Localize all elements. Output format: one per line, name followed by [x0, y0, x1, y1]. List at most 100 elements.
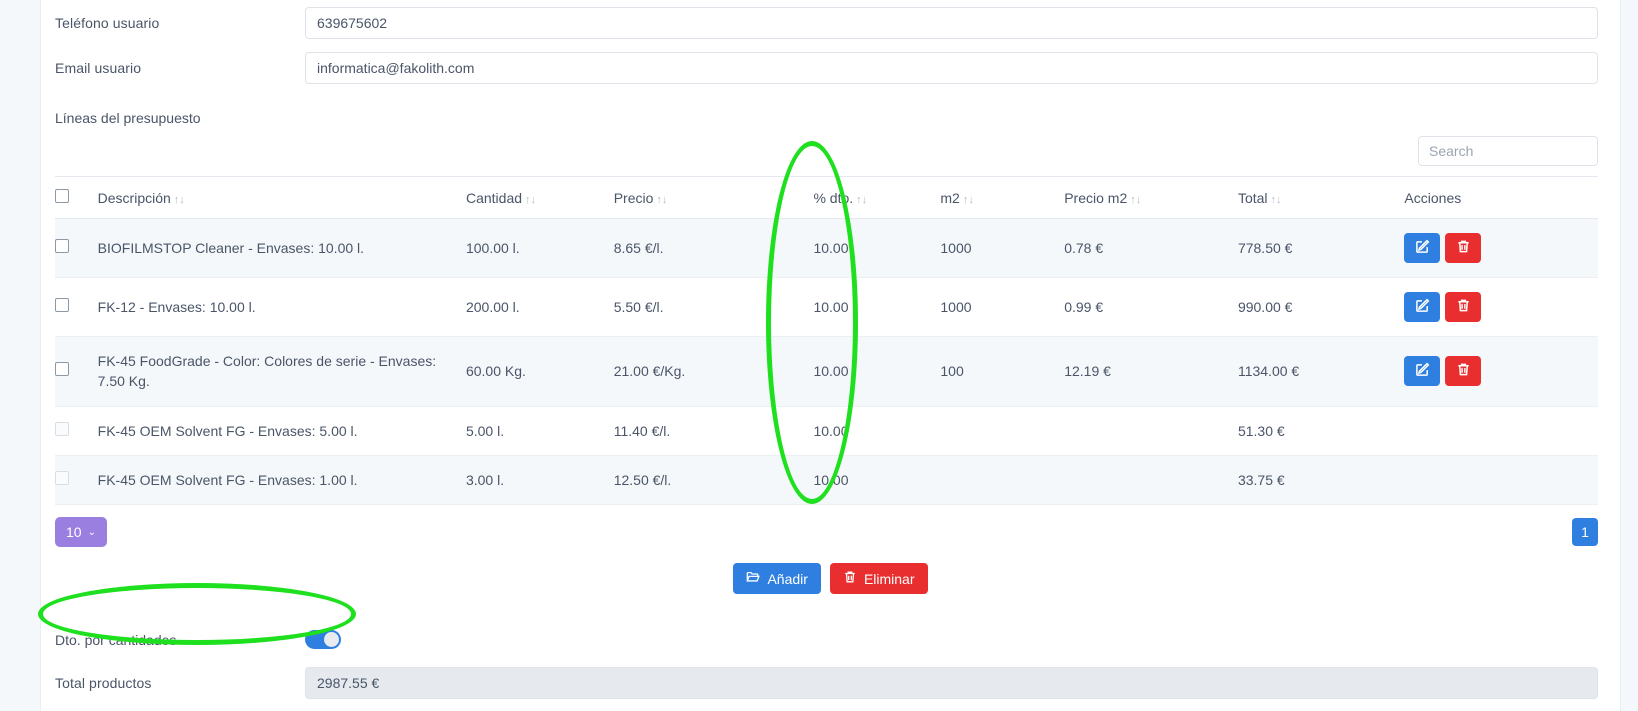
total-products-label: Total productos: [55, 674, 152, 691]
email-label: Email usuario: [55, 59, 142, 76]
trash-icon: [1456, 298, 1471, 316]
line-action-bar: Añadir Eliminar: [41, 547, 1620, 595]
cell-total: 51.30 €: [1237, 406, 1405, 456]
folder-open-icon: [746, 570, 761, 587]
row-checkbox[interactable]: [55, 297, 69, 312]
rows-per-page-select[interactable]: 10 ⌄: [55, 517, 107, 548]
trash-icon: [1456, 239, 1471, 257]
cell-actions: [1404, 277, 1598, 337]
trash-icon: [843, 570, 857, 587]
table-row: FK-45 OEM Solvent FG - Envases: 1.00 l. 3…: [55, 455, 1598, 506]
cell-discount: 10.00: [813, 406, 941, 456]
header-discount-label: % dto.: [813, 189, 854, 206]
row-actions: [1404, 233, 1590, 263]
table-header-row: Descripción ↑↓ Cantidad ↑↓ Precio ↑↓ % dto.…: [55, 176, 1598, 219]
edit-line-button[interactable]: [1404, 356, 1441, 387]
sort-icon: ↑↓: [1130, 193, 1142, 206]
cell-description: FK-12 - Envases: 10.00 l.: [97, 277, 466, 337]
header-total-label: Total: [1237, 189, 1268, 206]
header-quantity[interactable]: Cantidad ↑↓: [465, 176, 614, 219]
row-select-cell: [55, 218, 98, 278]
row-checkbox[interactable]: [55, 362, 69, 377]
pencil-square-icon: [1415, 362, 1430, 380]
cell-price: 5.50 €/l.: [613, 277, 814, 337]
header-total[interactable]: Total ↑↓: [1237, 176, 1405, 219]
email-input[interactable]: informatica@fakolith.com: [305, 51, 1598, 84]
budget-lines-page: Teléfono usuario 639675602 Email usuario…: [41, 0, 1620, 711]
chevron-down-icon: ⌄: [87, 526, 96, 538]
cell-total: 778.50 €: [1237, 218, 1405, 278]
select-all-header: [55, 176, 98, 219]
cell-discount: 10.00: [813, 336, 941, 407]
table-row: FK-45 OEM Solvent FG - Envases: 5.00 l. 5…: [55, 406, 1598, 456]
cell-price-m2: 0.99 €: [1064, 277, 1238, 337]
delete-line-button[interactable]: [1445, 356, 1482, 387]
table-row: FK-45 FoodGrade - Color: Colores de seri…: [55, 336, 1598, 407]
right-edge-strip: [1620, 0, 1638, 711]
pencil-square-icon: [1415, 298, 1430, 316]
header-discount[interactable]: % dto. ↑↓: [813, 176, 941, 219]
table-body: BIOFILMSTOP Cleaner - Envases: 10.00 l. 1…: [55, 218, 1598, 506]
pencil-square-icon: [1415, 239, 1430, 257]
table-row: BIOFILMSTOP Cleaner - Envases: 10.00 l. 1…: [55, 218, 1598, 278]
cell-total: 990.00 €: [1237, 277, 1405, 337]
pagination-page-1[interactable]: 1: [1572, 518, 1598, 547]
row-checkbox[interactable]: [55, 238, 69, 253]
email-form-row: Email usuario informatica@fakolith.com: [41, 45, 1620, 90]
row-checkbox: [55, 470, 69, 485]
total-products-row: Total productos 2987.55 €: [41, 649, 1620, 699]
select-all-checkbox[interactable]: [55, 189, 69, 203]
header-actions: Acciones: [1404, 176, 1598, 219]
sort-icon: ↑↓: [856, 193, 868, 206]
cell-quantity: 5.00 l.: [465, 406, 614, 456]
trash-icon: [1456, 362, 1471, 380]
cell-price: 12.50 €/l.: [613, 455, 814, 506]
sort-icon: ↑↓: [1270, 193, 1282, 206]
header-m2-label: m2: [940, 189, 960, 206]
header-quantity-label: Cantidad: [465, 189, 523, 206]
edit-line-button[interactable]: [1404, 292, 1441, 322]
cell-quantity: 60.00 Kg.: [465, 336, 614, 407]
header-price-label: Precio: [613, 189, 654, 206]
cell-actions: [1404, 455, 1598, 506]
row-select-cell: [55, 277, 98, 337]
phone-input[interactable]: 639675602: [305, 6, 1598, 39]
budget-lines-table: Descripción ↑↓ Cantidad ↑↓ Precio ↑↓ % dto.…: [55, 176, 1598, 506]
discount-toggle-switch[interactable]: [305, 630, 341, 650]
row-select-cell: [55, 455, 98, 506]
phone-form-row: Teléfono usuario 639675602: [41, 0, 1620, 45]
delete-line-button[interactable]: [1445, 292, 1482, 322]
search-input[interactable]: [1418, 136, 1598, 166]
cell-m2: 1000: [940, 277, 1065, 337]
toggle-knob: [324, 632, 339, 648]
cell-m2: [940, 406, 1065, 456]
cell-actions: [1404, 406, 1598, 456]
cell-price-m2: 0.78 €: [1064, 218, 1238, 278]
header-price-m2[interactable]: Precio m2 ↑↓: [1064, 176, 1238, 219]
cell-actions: [1404, 336, 1598, 407]
cell-quantity: 200.00 l.: [465, 277, 614, 337]
header-price[interactable]: Precio ↑↓: [613, 176, 814, 219]
table-footer: 10 ⌄ 1: [41, 505, 1620, 548]
discount-toggle-row: Dto. por cantidades: [41, 594, 1620, 650]
discount-toggle-label: Dto. por cantidades: [55, 631, 177, 648]
header-price-m2-label: Precio m2: [1064, 189, 1128, 206]
remove-line-button[interactable]: Eliminar: [829, 563, 928, 595]
sort-icon: ↑↓: [525, 193, 537, 206]
header-description[interactable]: Descripción ↑↓: [97, 176, 466, 219]
cell-description: FK-45 FoodGrade - Color: Colores de seri…: [97, 336, 466, 407]
cell-price: 11.40 €/l.: [613, 406, 814, 456]
add-line-button[interactable]: Añadir: [733, 563, 821, 595]
edit-line-button[interactable]: [1404, 233, 1441, 263]
section-title-budget-lines: Líneas del presupuesto: [55, 110, 201, 126]
delete-line-button[interactable]: [1445, 233, 1482, 263]
cell-discount: 10.00: [813, 218, 941, 278]
cell-price-m2: 12.19 €: [1064, 336, 1238, 407]
cell-total: 1134.00 €: [1237, 336, 1405, 407]
left-sidebar-strip: [0, 0, 41, 711]
header-m2[interactable]: m2 ↑↓: [940, 176, 1065, 219]
cell-price-m2: [1064, 406, 1238, 456]
cell-price-m2: [1064, 455, 1238, 506]
cell-quantity: 100.00 l.: [465, 218, 614, 278]
phone-label: Teléfono usuario: [55, 14, 160, 31]
